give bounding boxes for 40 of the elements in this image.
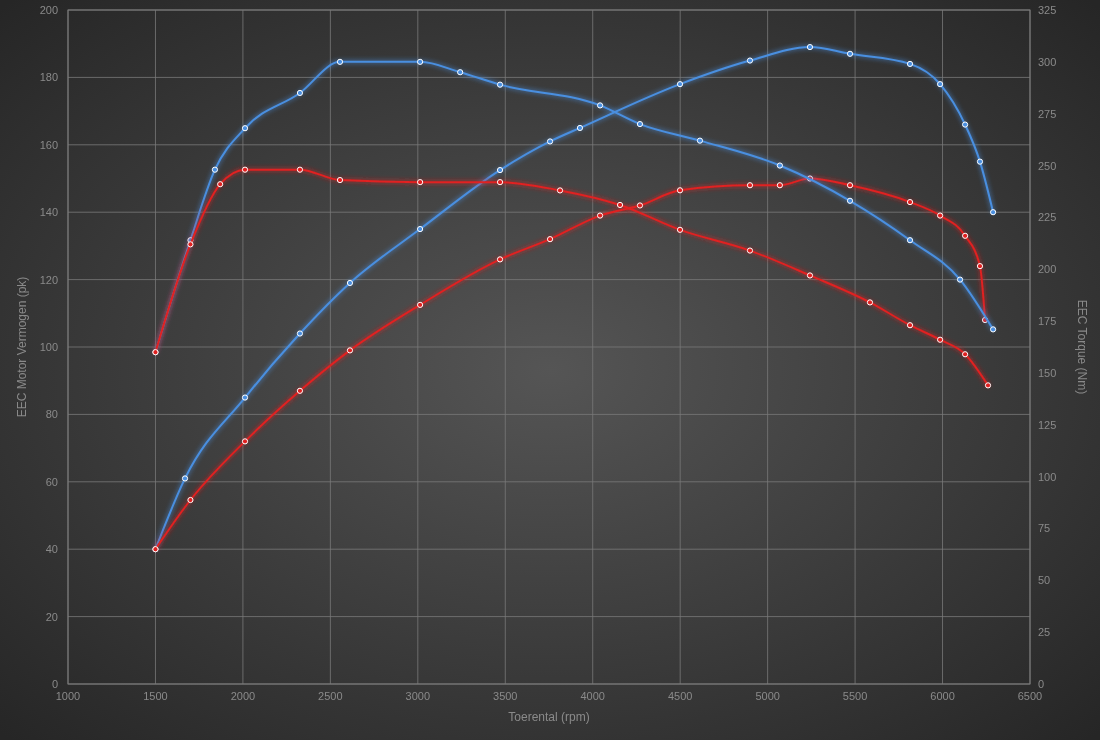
y-tick-label: 100	[39, 341, 58, 353]
y2-tick-label: 0	[1038, 678, 1045, 690]
y-tick-label: 40	[45, 543, 58, 556]
y-tick-label: 80	[45, 408, 58, 421]
y2-tick-label: 125	[1038, 418, 1057, 431]
x-tick-label: 1000	[55, 690, 81, 702]
y-tick-label: 120	[39, 273, 58, 286]
x-tick-label: 6000	[930, 690, 955, 702]
y-tick-label: 200	[39, 4, 58, 16]
x-tick-label: 1500	[143, 690, 168, 702]
x-tick-label: 6500	[1017, 690, 1043, 702]
x-tick-label: 4500	[667, 690, 693, 702]
y2-tick-label: 225	[1038, 211, 1057, 224]
y2-tick-label: 250	[1038, 159, 1057, 172]
x-tick-label: 3000	[405, 690, 431, 702]
y2-tick-label: 175	[1038, 315, 1057, 328]
y-tick-label: 180	[39, 71, 58, 84]
x-tick-label: 5500	[842, 690, 868, 702]
y2-tick-label: 75	[1038, 522, 1051, 535]
y2-tick-label: 325	[1038, 4, 1057, 16]
y-tick-label: 160	[39, 138, 58, 151]
y-tick-label: 20	[45, 610, 58, 623]
x-tick-label: 3500	[493, 690, 518, 702]
x-tick-label: 2000	[230, 690, 256, 702]
y-tick-label: 140	[39, 206, 58, 219]
y2-tick-label: 50	[1038, 574, 1051, 587]
y-tick-label: 60	[45, 475, 58, 488]
y2-tick-label: 150	[1038, 366, 1057, 379]
y-tick-label: 0	[51, 678, 58, 690]
x-tick-label: 5000	[755, 690, 780, 702]
y2-tick-label: 25	[1038, 626, 1051, 639]
y2-tick-label: 100	[1038, 470, 1057, 483]
y-axis-title: EEC Motor Vermogen (pk)	[15, 276, 29, 418]
x-tick-label: 2500	[318, 690, 343, 702]
y2-tick-label: 300	[1038, 55, 1057, 68]
y2-tick-label: 275	[1038, 107, 1057, 120]
x-axis-title: Toerental (rpm)	[508, 710, 590, 724]
x-tick-label: 4000	[580, 690, 605, 702]
y2-tick-label: 200	[1038, 263, 1057, 276]
y2-axis-title: EEC Torque (Nm)	[1075, 299, 1089, 395]
